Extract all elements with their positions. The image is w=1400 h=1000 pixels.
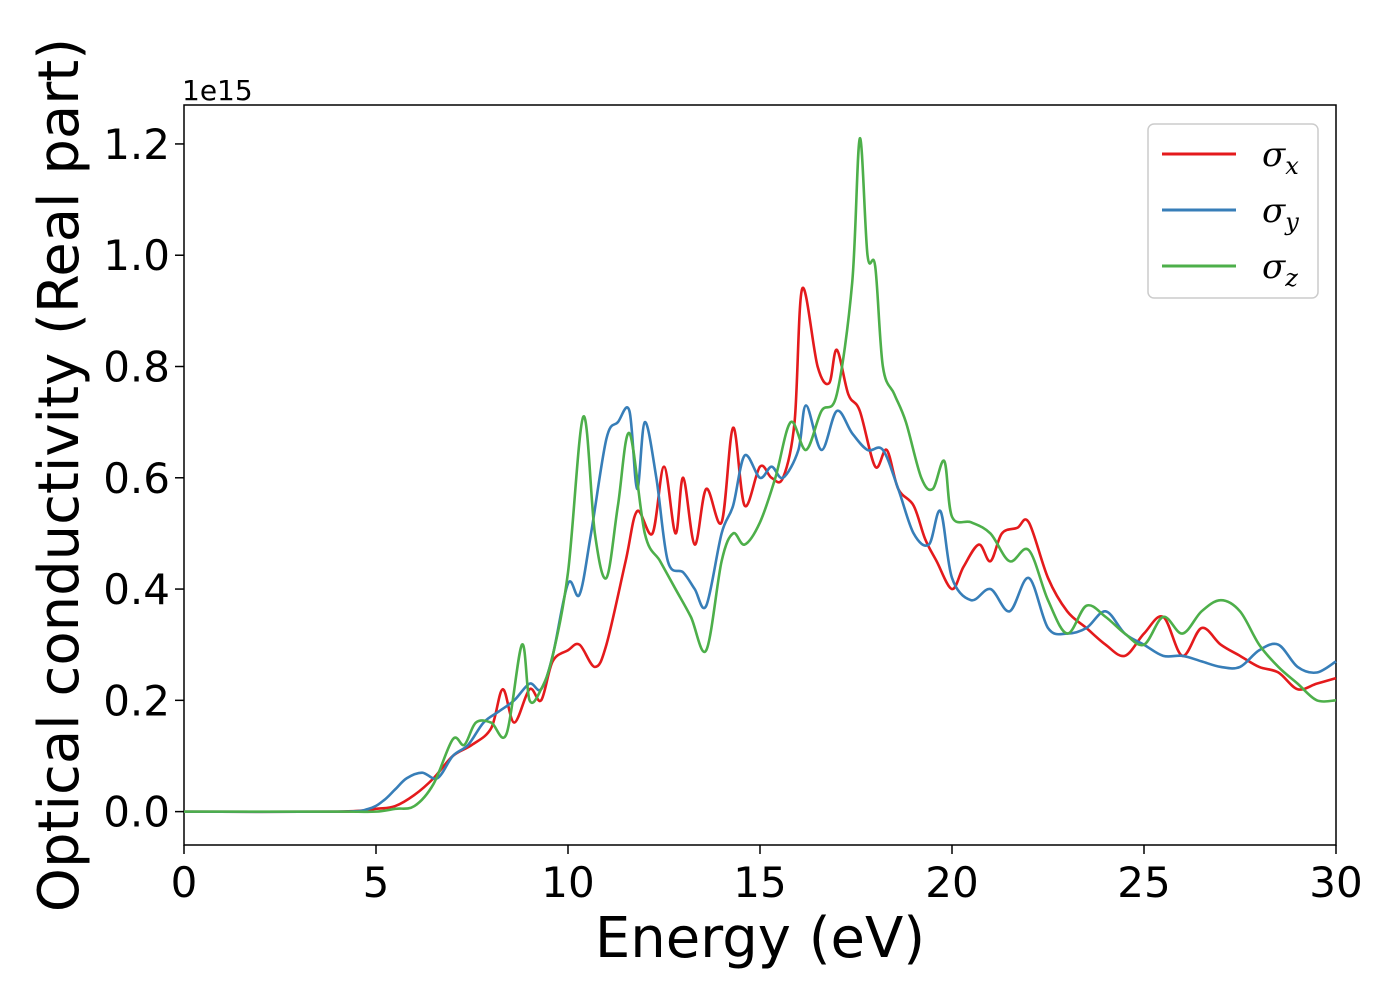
legend-label-x: σx [1262,135,1299,180]
series-line-x [183,286,1337,814]
x-axis-ticks: 0 5 10 15 20 25 30 [171,845,1363,907]
legend-label-z: σz [1262,247,1298,292]
series-line-z [184,137,1337,814]
legend: σx σy σz [1147,123,1319,299]
y-tick-label: 0.8 [103,343,170,392]
plot-area [183,104,1337,846]
x-tick-label: 0 [171,858,198,907]
series-layer [183,137,1337,814]
y-tick-label: 1.2 [103,120,170,169]
y-tick-label: 0.0 [103,788,170,837]
y-tick-label: 0.4 [103,565,170,614]
x-tick-label: 5 [363,858,390,907]
y-axis-title: Optical conductivity (Real part) [27,38,92,912]
x-axis-title: Energy (eV) [595,906,925,971]
x-tick-label: 20 [925,858,978,907]
y-offset-label: 1e15 [182,74,253,107]
y-tick-label: 0.2 [103,676,170,725]
y-tick-label: 1.0 [103,231,170,280]
y-axis-ticks: 0.0 0.2 0.4 0.6 0.8 1.0 1.2 [103,120,184,837]
legend-label-y: σy [1262,191,1299,236]
x-tick-label: 10 [541,858,594,907]
x-tick-label: 30 [1309,858,1362,907]
x-tick-label: 25 [1117,858,1170,907]
x-tick-label: 15 [733,858,786,907]
y-tick-label: 0.6 [103,454,170,503]
